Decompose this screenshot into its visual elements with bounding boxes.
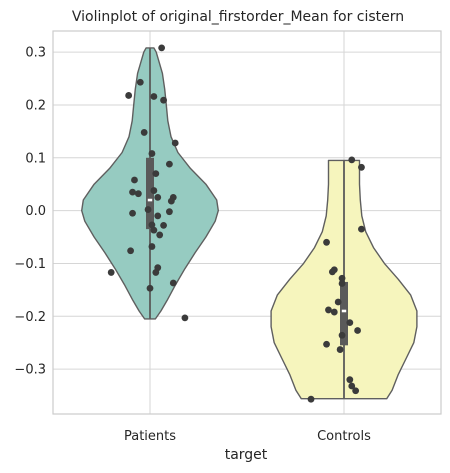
data-point (330, 308, 338, 316)
data-point (129, 209, 136, 217)
violin-iqr-box (340, 281, 348, 346)
data-point (323, 340, 330, 348)
data-point (348, 156, 356, 164)
data-point (167, 197, 175, 205)
data-point (127, 247, 134, 255)
data-point (158, 44, 166, 52)
data-point (358, 225, 365, 233)
data-point (152, 269, 160, 276)
data-point (338, 274, 346, 282)
data-point (154, 194, 162, 201)
data-point (323, 238, 330, 246)
chart-title: Violinplot of original_firstorder_Mean f… (72, 9, 404, 25)
y-tick-label: −0.1 (14, 257, 46, 272)
data-point (144, 206, 152, 213)
y-tick-label: 0.2 (25, 98, 46, 113)
data-point (358, 163, 365, 171)
data-point (156, 231, 164, 239)
data-point (348, 382, 356, 390)
data-point (148, 150, 156, 157)
data-point (125, 92, 133, 99)
data-point (150, 226, 158, 234)
data-point (171, 139, 179, 147)
data-point (166, 160, 173, 168)
data-point (354, 327, 361, 334)
y-tick-label: −0.3 (14, 363, 46, 378)
data-point (346, 319, 354, 327)
data-point (107, 269, 115, 276)
data-point (181, 314, 189, 322)
data-point (166, 208, 173, 216)
data-point (352, 387, 360, 395)
data-point (150, 93, 158, 100)
data-point (338, 280, 346, 287)
violin-layer (81, 47, 418, 400)
data-point (148, 221, 156, 229)
data-point (150, 187, 158, 194)
data-point (346, 376, 354, 384)
data-point (328, 268, 336, 276)
data-point (338, 331, 346, 339)
data-point (336, 346, 344, 353)
y-tick-label: −0.2 (14, 310, 46, 325)
axes-layer: −0.3 −0.2 −0.1 0.0 0.1 0.2 0.3 Patients Controls (14, 46, 371, 444)
data-point (136, 78, 144, 86)
x-tick-label: Controls (317, 429, 371, 444)
plot-frame (52, 30, 442, 415)
data-point (169, 279, 177, 287)
points-layer (107, 44, 365, 403)
data-point (325, 306, 332, 314)
data-point (148, 243, 156, 250)
x-axis-label: target (225, 447, 268, 463)
data-point (129, 188, 136, 196)
y-tick-label: 0.0 (25, 204, 46, 219)
data-point (334, 298, 342, 306)
data-point (131, 176, 138, 184)
x-tick-label: Patients (124, 429, 176, 444)
y-tick-label: 0.1 (25, 151, 46, 166)
data-point (307, 395, 315, 403)
violin-median (147, 198, 153, 202)
data-point (140, 129, 148, 136)
data-point (154, 212, 162, 220)
violin-iqr-box (146, 157, 154, 230)
data-point (152, 170, 160, 178)
data-point (160, 96, 167, 104)
y-tick-label: 0.3 (25, 46, 46, 61)
data-point (160, 222, 167, 229)
data-point (134, 190, 142, 198)
violin-median (341, 309, 347, 313)
data-point (146, 284, 154, 292)
